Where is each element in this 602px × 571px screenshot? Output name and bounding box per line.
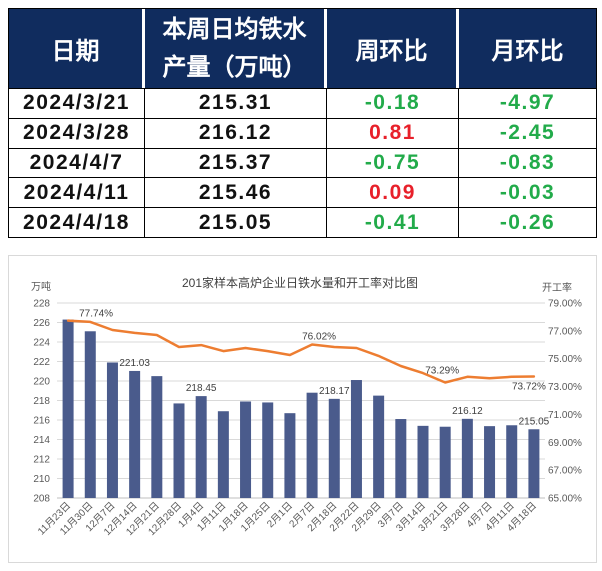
cell-week-change: -0.18: [327, 88, 459, 118]
cell-output: 215.37: [145, 147, 327, 178]
line-data-label: 77.74%: [79, 309, 113, 320]
cell-output: 215.46: [145, 177, 327, 208]
line-data-label: 73.72%: [512, 382, 546, 393]
cell-week-change: 0.81: [327, 117, 459, 148]
chart-title: 201家样本高炉企业日铁水量和开工率对比图: [182, 275, 418, 290]
bar: [106, 362, 118, 498]
right-tick-label: 73.00%: [548, 382, 582, 393]
cell-date: 2024/4/11: [9, 177, 145, 208]
bar: [373, 395, 385, 498]
line-series: [66, 319, 536, 384]
cell-date: 2024/3/21: [9, 88, 145, 118]
bar: [461, 418, 473, 498]
bar-data-label: 215.05: [519, 416, 550, 427]
bar: [62, 319, 74, 498]
bar: [350, 380, 362, 498]
bar-series: [62, 319, 540, 498]
header-month-change-label: 月环比: [491, 38, 564, 65]
bar: [129, 370, 141, 498]
bar: [173, 403, 185, 498]
header-week-change-label: 周环比: [355, 38, 428, 65]
cell-month-change: -0.83: [459, 147, 596, 178]
bar: [417, 425, 429, 498]
bar: [484, 426, 496, 498]
cell-date: 2024/4/7: [9, 147, 145, 178]
bar: [506, 425, 518, 498]
bar-data-label: 218.45: [186, 383, 217, 394]
combo-chart: 201家样本高炉企业日铁水量和开工率对比图 万吨 开工率 208 210 212 21…: [31, 275, 582, 538]
bar: [439, 426, 451, 498]
line-path: [66, 319, 536, 384]
line-data-label: 76.02%: [302, 332, 336, 343]
left-tick-label: 220: [33, 377, 50, 388]
header-date-label: 日期: [51, 38, 100, 65]
right-tick-label: 65.00%: [548, 494, 582, 505]
iron-output-table: 日期 本周日均铁水产量（万吨） 周环比 月环比 2024/3/21 215.31…: [8, 8, 597, 238]
bar: [328, 398, 340, 498]
bar: [262, 402, 274, 498]
left-axis-unit: 万吨: [31, 280, 51, 293]
right-axis-ticks: 65.00% 67.00% 69.00% 71.00% 73.00% 75.00% 77.0…: [548, 299, 582, 505]
bar: [395, 419, 407, 498]
cell-month-change: -4.97: [459, 88, 596, 118]
header-week-change: 周环比: [327, 9, 459, 88]
x-axis-labels: 11月23日11月30日12月7日12月14日12月21日12月28日1月4日1…: [35, 500, 539, 538]
bar-data-label: 221.03: [119, 358, 150, 369]
left-tick-label: 216: [33, 416, 50, 427]
bar-data-label: 216.12: [452, 406, 483, 417]
left-tick-label: 224: [33, 338, 50, 349]
right-tick-label: 69.00%: [548, 438, 582, 449]
header-output-label: 本周日均铁水产量（万吨）: [162, 15, 307, 81]
cell-output: 216.12: [145, 117, 327, 148]
cell-month-change: -2.45: [459, 117, 596, 148]
bar: [284, 413, 296, 498]
left-tick-label: 212: [33, 455, 50, 466]
bar: [528, 429, 540, 498]
left-tick-label: 210: [33, 474, 50, 485]
right-axis-unit: 开工率: [542, 281, 572, 294]
cell-week-change: -0.75: [327, 147, 459, 178]
bar: [240, 401, 252, 498]
cell-output: 215.31: [145, 88, 327, 118]
right-tick-label: 67.00%: [548, 466, 582, 477]
bar: [217, 411, 229, 498]
cell-week-change: 0.09: [327, 177, 459, 208]
header-date: 日期: [9, 9, 145, 88]
bar: [151, 376, 163, 498]
right-tick-label: 75.00%: [548, 354, 582, 365]
cell-output: 215.05: [145, 207, 327, 237]
left-tick-label: 226: [33, 318, 50, 329]
left-axis-ticks: 208 210 212 214 216 218 220 222 224 226 228: [33, 299, 50, 505]
chart-panel: 201家样本高炉企业日铁水量和开工率对比图 万吨 开工率 208 210 212 21…: [8, 255, 597, 563]
cell-date: 2024/4/18: [9, 207, 145, 237]
right-tick-label: 77.00%: [548, 326, 582, 337]
cell-month-change: -0.03: [459, 177, 596, 207]
right-tick-label: 71.00%: [548, 410, 582, 421]
bar: [306, 392, 318, 498]
bar: [195, 396, 207, 498]
right-tick-label: 79.00%: [548, 299, 582, 310]
left-tick-label: 214: [33, 435, 50, 446]
data-labels: 221.03 218.45 218.17 216.12 215.05 77.74% 76.0…: [79, 309, 550, 428]
cell-week-change: -0.41: [327, 207, 459, 237]
cell-month-change: -0.26: [459, 207, 596, 237]
header-month-change: 月环比: [459, 9, 596, 88]
left-tick-label: 228: [33, 299, 50, 310]
header-output: 本周日均铁水产量（万吨）: [145, 9, 327, 88]
bar-data-label: 218.17: [319, 386, 350, 397]
left-tick-label: 218: [33, 396, 50, 407]
left-tick-label: 208: [33, 494, 50, 505]
cell-date: 2024/3/28: [9, 117, 145, 148]
bar: [84, 331, 96, 498]
line-data-label: 73.29%: [425, 366, 459, 377]
left-tick-label: 222: [33, 357, 50, 368]
